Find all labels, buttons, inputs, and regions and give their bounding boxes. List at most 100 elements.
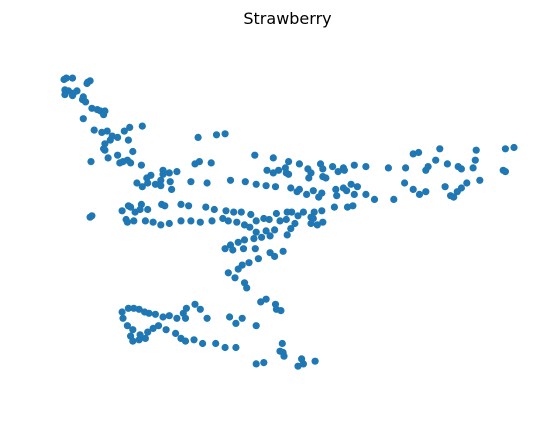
scatter-point	[441, 183, 449, 191]
scatter-point	[245, 259, 253, 267]
scatter-point	[87, 158, 95, 166]
scatter-point	[258, 233, 266, 241]
scatter-point	[332, 185, 340, 193]
scatter-point	[126, 123, 134, 131]
scatter-point	[224, 269, 232, 277]
scatter-point	[246, 223, 254, 231]
scatter-point	[315, 193, 323, 201]
scatter-point	[60, 75, 68, 84]
scatter-point	[133, 179, 141, 187]
scatter-point	[343, 203, 352, 211]
scatter-point	[116, 159, 124, 167]
scatter-point	[269, 169, 277, 177]
scatter-point	[138, 183, 146, 191]
scatter-point	[266, 232, 274, 240]
scatter-point	[285, 158, 293, 166]
scatter-point	[118, 207, 126, 215]
scatter-point	[272, 209, 280, 218]
scatter-point	[149, 218, 157, 226]
scatter-point	[234, 265, 242, 273]
scatter-point	[282, 215, 290, 224]
scatter-point	[226, 313, 234, 321]
scatter-point	[243, 284, 251, 292]
scatter-point	[469, 164, 477, 172]
scatter-point	[123, 322, 131, 330]
plot-area	[60, 74, 518, 370]
scatter-point	[165, 312, 173, 320]
scatter-point	[233, 218, 241, 226]
scatter-point	[83, 79, 91, 88]
scatter-point	[250, 235, 258, 243]
scatter-point	[240, 236, 249, 244]
scatter-point	[294, 362, 302, 370]
scatter-point	[471, 156, 479, 164]
scatter-point	[241, 178, 249, 186]
scatter-point	[138, 122, 146, 130]
scatter-point	[106, 136, 114, 144]
scatter-point	[450, 193, 458, 201]
scatter-point	[305, 174, 313, 182]
scatter-point	[221, 130, 229, 138]
scatter-point	[291, 219, 299, 228]
scatter-point	[280, 352, 288, 360]
scatter-point	[384, 164, 392, 172]
scatter-point	[151, 180, 159, 188]
scatter-point	[401, 179, 409, 187]
scatter-point	[191, 300, 199, 308]
scatter-point	[98, 128, 106, 136]
scatter-point	[415, 190, 424, 198]
scatter-point	[350, 190, 358, 198]
scatter-point	[283, 208, 291, 216]
scatter-point	[123, 218, 131, 226]
scatter-point	[221, 245, 229, 253]
scatter-point	[409, 185, 417, 193]
scatter-point	[234, 238, 242, 246]
scatter-point	[262, 182, 270, 190]
scatter-point	[157, 221, 165, 229]
scatter-point	[263, 166, 271, 174]
scatter-point	[476, 176, 484, 184]
scatter-point	[251, 245, 259, 253]
scatter-point	[212, 339, 220, 348]
scatter-point	[271, 252, 279, 260]
scatter-point	[340, 166, 348, 174]
scatter-point	[362, 163, 370, 171]
scatter-point	[210, 205, 218, 214]
scatter-point	[322, 174, 330, 182]
scatter-point	[165, 169, 173, 177]
scatter-point	[86, 213, 94, 221]
scatter-point	[219, 214, 227, 223]
scatter-point	[252, 228, 260, 236]
scatter-point	[287, 184, 295, 192]
scatter-point	[172, 329, 180, 337]
scatter-point	[114, 151, 122, 159]
scatter-point	[208, 217, 216, 225]
scatter-point	[415, 148, 423, 157]
scatter-point	[157, 176, 165, 184]
scatter-point	[318, 207, 326, 215]
scatter-point	[353, 183, 361, 191]
scatter-point	[303, 190, 311, 198]
scatter-point	[166, 178, 174, 186]
scatter-point	[298, 355, 306, 363]
scatter-point	[252, 180, 260, 188]
scatter-point	[154, 322, 163, 330]
scatter-point	[103, 127, 111, 135]
scatter-point	[294, 212, 302, 220]
scatter-point	[343, 187, 351, 195]
scatter-point	[196, 218, 204, 226]
scatter-point	[159, 170, 167, 178]
scatter-point	[149, 324, 157, 332]
scatter-point	[194, 133, 202, 141]
scatter-point	[252, 322, 260, 330]
scatter-point	[224, 217, 232, 225]
scatter-point	[443, 160, 451, 168]
scatter-point	[283, 231, 291, 239]
scatter-point	[124, 136, 132, 144]
scatter-point	[299, 208, 307, 216]
scatter-point	[237, 208, 245, 216]
scatter-point	[221, 343, 229, 352]
scatter-point	[162, 326, 170, 334]
scatter-point	[161, 202, 169, 210]
scatter-point	[463, 179, 471, 187]
